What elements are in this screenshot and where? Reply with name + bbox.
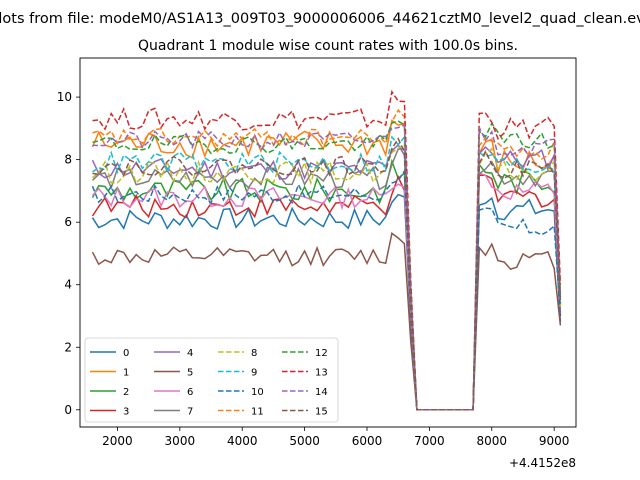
- legend-box: [84, 337, 339, 423]
- y-tick-label: 8: [64, 153, 72, 167]
- series-line-4: [91, 143, 562, 411]
- chart-title: Quadrant 1 module wise count rates with …: [138, 38, 518, 54]
- series-line-15: [92, 137, 562, 411]
- series-line-11: [92, 108, 562, 411]
- series-line-2: [91, 158, 562, 411]
- legend-label-15: 15: [315, 407, 328, 418]
- axes-frame: [79, 57, 577, 428]
- x-axis: 2000 3000 4000 5000 6000 7000 8000 9000: [102, 427, 569, 448]
- y-tick-label: 6: [64, 215, 72, 229]
- series-line-14: [92, 124, 562, 411]
- legend-label-14: 14: [315, 387, 328, 398]
- series-line-5: [91, 231, 562, 411]
- legend-label-8: 8: [251, 348, 257, 359]
- y-axis: 0 2 4 6 8 10: [57, 90, 80, 417]
- series-line-6: [91, 172, 562, 411]
- legend-label-2: 2: [123, 387, 129, 398]
- legend-label-1: 1: [123, 368, 129, 379]
- x-tick-label: 2000: [102, 434, 133, 448]
- plot-area: 2000 3000 4000 5000 6000 7000 8000 9000 0246810…: [57, 57, 577, 470]
- legend-label-4: 4: [187, 348, 193, 359]
- legend-label-11: 11: [251, 407, 264, 418]
- y-tick-label: 2: [64, 340, 72, 354]
- x-tick-label: 7000: [414, 434, 445, 448]
- legend-label-3: 3: [123, 407, 129, 418]
- series-line-13: [92, 89, 562, 411]
- x-tick-label: 9000: [539, 434, 570, 448]
- series-line-3: [91, 174, 562, 411]
- x-tick-label: 5000: [289, 434, 320, 448]
- legend-label-0: 0: [123, 348, 129, 359]
- x-tick-label: 8000: [477, 434, 508, 448]
- x-tick-label: 4000: [227, 434, 258, 448]
- chart-suptitle: Plots from file: modeM0/AS1A13_009T03_90…: [0, 11, 640, 27]
- legend-label-13: 13: [315, 368, 328, 379]
- legend-label-12: 12: [315, 348, 328, 359]
- y-tick-label: 0: [64, 403, 72, 417]
- legend-label-10: 10: [251, 387, 264, 398]
- series-line-10: [91, 168, 562, 411]
- series-line-12: [92, 120, 562, 411]
- legend-label-6: 6: [187, 387, 193, 398]
- series-lines: [91, 89, 562, 411]
- x-offset-label: +4.4152e8: [509, 456, 576, 470]
- y-tick-label: 4: [64, 278, 72, 292]
- y-tick-label: 10: [57, 90, 72, 104]
- series-line-1: [91, 119, 562, 411]
- x-tick-label: 6000: [352, 434, 383, 448]
- series-line-0: [91, 193, 562, 411]
- legend-label-9: 9: [251, 368, 257, 379]
- series-line-8: [92, 143, 562, 411]
- series-line-9: [92, 135, 562, 411]
- legend-label-5: 5: [187, 368, 193, 379]
- x-tick-label: 3000: [165, 434, 196, 448]
- legend-label-7: 7: [187, 407, 193, 418]
